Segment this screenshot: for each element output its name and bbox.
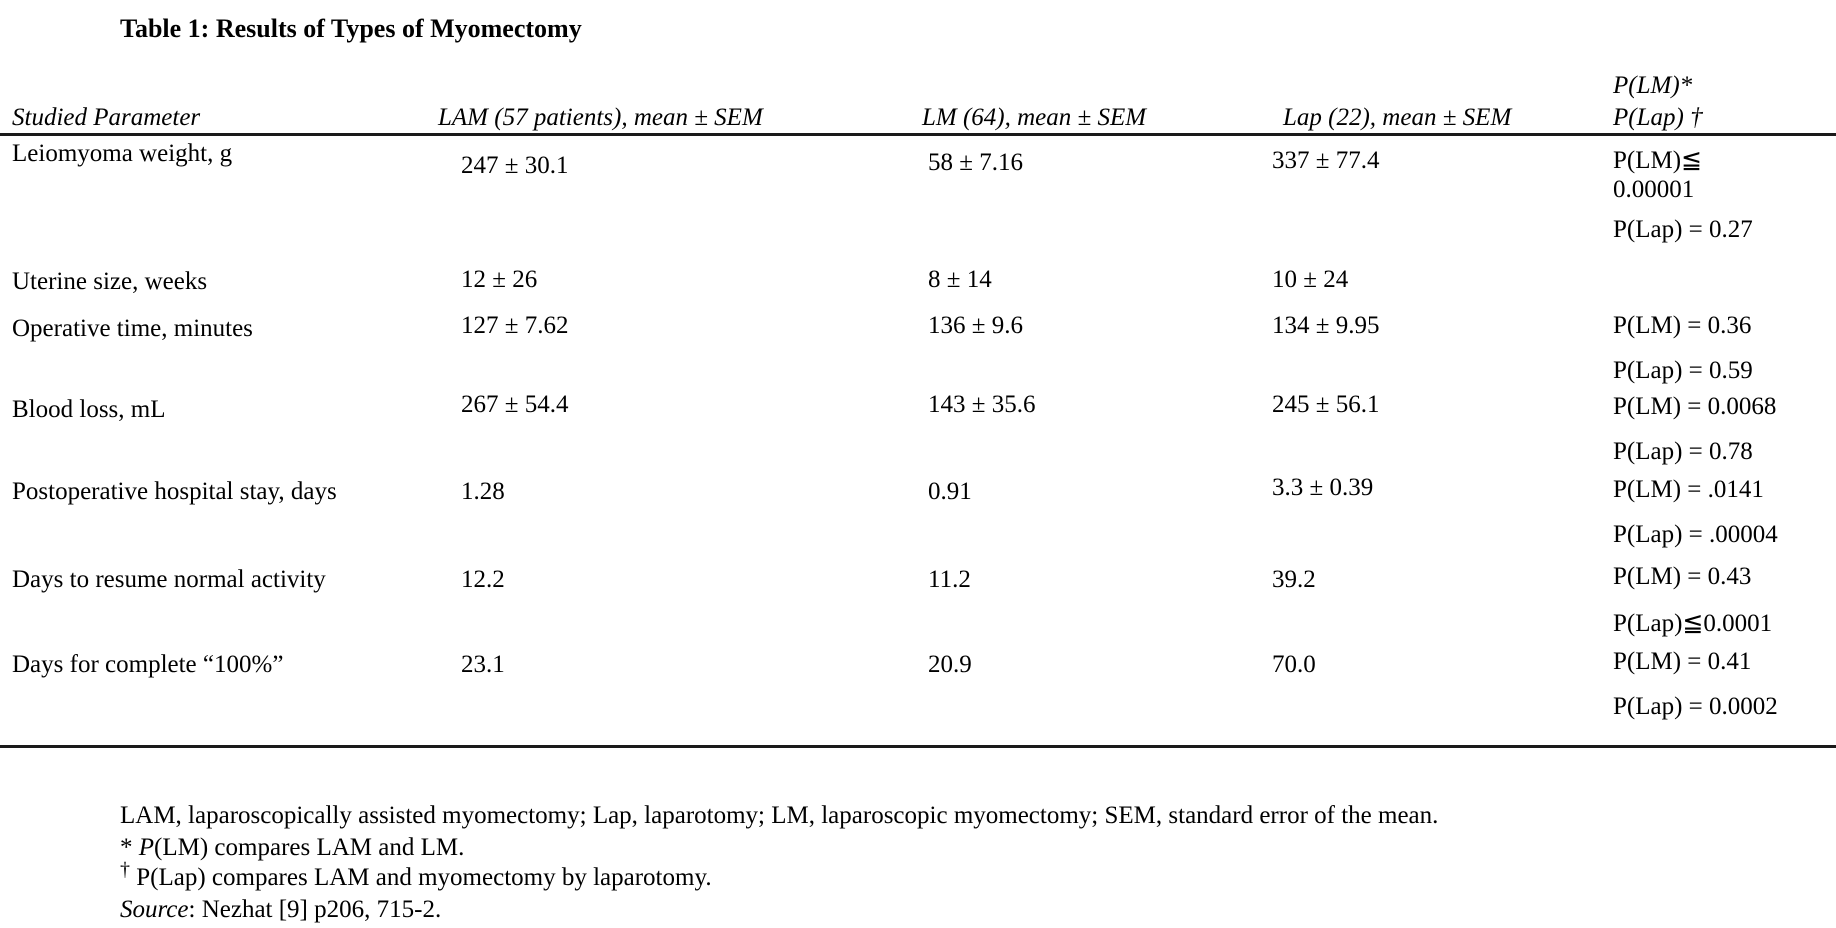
p-lm-value: P(LM)≦ bbox=[1613, 147, 1703, 174]
footnote-source-label: Source bbox=[120, 896, 189, 923]
p-lm-value: P(LM) = 0.36 bbox=[1613, 312, 1752, 339]
lm-value: 0.91 bbox=[928, 478, 972, 505]
lam-value: 247 ± 30.1 bbox=[461, 152, 569, 179]
lap-value: 337 ± 77.4 bbox=[1272, 147, 1380, 174]
parameter-label: Leiomyoma weight, g bbox=[12, 140, 233, 167]
lap-value: 70.0 bbox=[1272, 651, 1316, 678]
header-rule bbox=[0, 133, 1836, 136]
header-lam: LAM (57 patients), mean ± SEM bbox=[438, 104, 763, 131]
footnote-star-marker: * bbox=[120, 834, 133, 861]
p-lm-value-wrap: 0.00001 bbox=[1613, 176, 1695, 203]
parameter-label: Uterine size, weeks bbox=[12, 268, 208, 295]
parameter-label: Operative time, minutes bbox=[12, 315, 253, 342]
parameter-label: Days for complete “100%” bbox=[12, 651, 284, 678]
lap-value: 245 ± 56.1 bbox=[1272, 391, 1380, 418]
footnote-dagger-marker: † bbox=[120, 858, 130, 881]
footnote-dagger-text: P(Lap) compares LAM and myomectomy by la… bbox=[136, 864, 712, 891]
lap-value: 3.3 ± 0.39 bbox=[1272, 474, 1374, 501]
p-lap-value: P(Lap) = 0.0002 bbox=[1613, 693, 1778, 720]
p-lm-value: P(LM) = 0.43 bbox=[1613, 563, 1752, 590]
lm-value: 143 ± 35.6 bbox=[928, 391, 1036, 418]
lm-value: 20.9 bbox=[928, 651, 972, 678]
p-lap-value: P(Lap) = 0.59 bbox=[1613, 357, 1753, 384]
lm-value: 11.2 bbox=[928, 566, 971, 593]
lam-value: 1.28 bbox=[461, 478, 505, 505]
lap-value: 10 ± 24 bbox=[1272, 266, 1349, 293]
parameter-label: Days to resume normal activity bbox=[12, 566, 326, 593]
footnote-star-text: (LM) compares LAM and LM. bbox=[154, 834, 465, 861]
p-lm-value: P(LM) = 0.0068 bbox=[1613, 393, 1777, 420]
header-lm: LM (64), mean ± SEM bbox=[922, 104, 1147, 131]
header-studied-parameter: Studied Parameter bbox=[12, 104, 201, 131]
p-lap-value: P(Lap) = .00004 bbox=[1613, 521, 1778, 548]
header-p-lm: P(LM)* bbox=[1613, 72, 1693, 99]
footnote-dagger: † P(Lap) compares LAM and myomectomy by … bbox=[120, 860, 712, 892]
header-p-lap: P(Lap) † bbox=[1613, 104, 1703, 131]
lam-value: 12.2 bbox=[461, 566, 505, 593]
p-lm-value: P(LM) = 0.41 bbox=[1613, 648, 1752, 675]
footnote-abbreviations: LAM, laparoscopically assisted myomectom… bbox=[120, 802, 1439, 829]
p-lap-value: P(Lap) = 0.78 bbox=[1613, 438, 1753, 465]
lam-value: 12 ± 26 bbox=[461, 266, 538, 293]
table-title: Table 1: Results of Types of Myomectomy bbox=[120, 14, 582, 43]
lm-value: 58 ± 7.16 bbox=[928, 149, 1023, 176]
header-lap: Lap (22), mean ± SEM bbox=[1283, 104, 1512, 131]
footnote-source: Source: Nezhat [9] p206, 715-2. bbox=[120, 896, 441, 924]
bottom-rule bbox=[0, 745, 1836, 748]
lap-value: 134 ± 9.95 bbox=[1272, 312, 1380, 339]
lm-value: 136 ± 9.6 bbox=[928, 312, 1023, 339]
lam-value: 23.1 bbox=[461, 651, 505, 678]
footnote-star-p: P bbox=[138, 834, 155, 861]
lap-value: 39.2 bbox=[1272, 566, 1316, 593]
parameter-label: Blood loss, mL bbox=[12, 396, 166, 423]
footnote-source-text: : Nezhat [9] p206, 715-2. bbox=[188, 896, 442, 923]
lam-value: 267 ± 54.4 bbox=[461, 391, 569, 418]
footnote-star: * P(LM) compares LAM and LM. bbox=[120, 834, 464, 862]
p-lm-value: P(LM) = .0141 bbox=[1613, 476, 1764, 503]
lm-value: 8 ± 14 bbox=[928, 266, 992, 293]
p-lap-value: P(Lap)≦0.0001 bbox=[1613, 610, 1773, 637]
p-lap-value: P(Lap) = 0.27 bbox=[1613, 216, 1753, 243]
parameter-label: Postoperative hospital stay, days bbox=[12, 478, 337, 505]
lam-value: 127 ± 7.62 bbox=[461, 312, 569, 339]
